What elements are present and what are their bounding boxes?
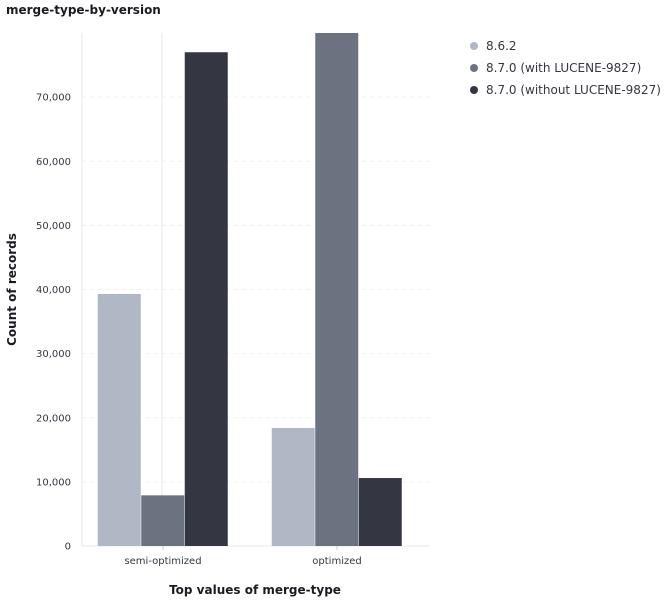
chart-title: merge-type-by-version [6, 3, 161, 17]
legend-item[interactable]: 8.6.2 [470, 35, 661, 57]
legend-swatch-icon [470, 86, 478, 94]
legend: 8.6.2 8.7.0 (with LUCENE-9827) 8.7.0 (with… [470, 35, 661, 101]
y-tick-label: 60,000 [36, 157, 71, 168]
bars [97, 33, 402, 547]
bar[interactable] [141, 495, 185, 546]
y-tick-label: 70,000 [36, 93, 71, 104]
legend-swatch-icon [470, 64, 478, 72]
x-tick-label: optimized [312, 556, 361, 567]
y-tick-label: 20,000 [36, 413, 71, 424]
bar[interactable] [184, 52, 228, 547]
bar[interactable] [97, 293, 141, 546]
y-tick-label: 0 [65, 542, 71, 553]
bar[interactable] [271, 428, 315, 546]
y-tick-label: 10,000 [36, 477, 71, 488]
x-tick-label: semi-optimized [124, 556, 201, 567]
x-axis-title: Top values of merge-type [169, 583, 341, 597]
legend-item[interactable]: 8.7.0 (with LUCENE-9827) [470, 57, 661, 79]
y-tick-label: 50,000 [36, 221, 71, 232]
y-tick-label: 40,000 [36, 285, 71, 296]
bar[interactable] [358, 478, 402, 546]
y-axis-ticks: 0 10,000 20,000 30,000 40,000 50,000 60,000 70,… [36, 93, 71, 553]
y-axis-title: Count of records [5, 233, 19, 346]
legend-label: 8.6.2 [486, 39, 517, 53]
legend-label: 8.7.0 (with LUCENE-9827) [486, 61, 642, 75]
legend-item[interactable]: 8.7.0 (without LUCENE-9827) [470, 79, 661, 101]
y-tick-label: 30,000 [36, 349, 71, 360]
legend-label: 8.7.0 (without LUCENE-9827) [486, 83, 661, 97]
x-axis-ticks: semi-optimized optimized [124, 546, 362, 567]
bar[interactable] [315, 33, 359, 546]
legend-swatch-icon [470, 42, 478, 50]
